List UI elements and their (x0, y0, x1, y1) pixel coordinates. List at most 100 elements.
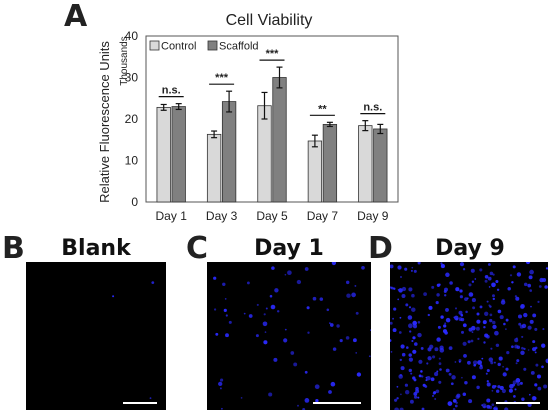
bar-scaffold (373, 128, 388, 203)
cell-nucleus (399, 407, 404, 410)
cell-nucleus (440, 262, 443, 265)
cell-nucleus (400, 344, 405, 349)
cell-nucleus (485, 372, 488, 375)
cell-nucleus (220, 378, 224, 382)
cell-nucleus (505, 328, 507, 330)
cell-nucleus (516, 359, 520, 363)
cell-nucleus (532, 340, 536, 344)
cell-nucleus (304, 398, 310, 403)
cell-nucleus (269, 294, 273, 298)
cell-nucleus (256, 303, 259, 306)
cell-nucleus (452, 399, 457, 403)
cell-nucleus (411, 293, 415, 298)
microscopy-image-day-1 (207, 262, 371, 410)
cell-nucleus (512, 265, 516, 269)
cell-nucleus (486, 382, 491, 387)
cell-nucleus (521, 323, 527, 329)
cell-nucleus (345, 280, 350, 285)
cell-nucleus (486, 368, 490, 373)
x-tick-label: Day 9 (357, 209, 389, 223)
cell-nucleus (434, 347, 439, 352)
cell-nucleus (479, 268, 483, 272)
legend-label-control: Control (161, 41, 196, 53)
cell-nucleus (240, 397, 243, 399)
cell-nucleus (479, 365, 483, 370)
cell-nucleus (512, 380, 517, 385)
cell-nucleus (355, 352, 358, 354)
cell-nucleus (471, 280, 475, 283)
cell-nucleus (408, 368, 412, 373)
cell-nucleus (415, 386, 419, 391)
cell-nucleus (462, 268, 466, 271)
cell-nucleus (541, 343, 546, 348)
cell-nucleus (532, 396, 537, 401)
cell-nucleus (537, 386, 542, 391)
cell-nucleus (326, 308, 330, 312)
cell-nucleus (401, 352, 406, 357)
cell-nucleus (527, 283, 532, 288)
microscopy-image-blank (26, 262, 166, 410)
cell-nucleus (436, 293, 440, 297)
bar-scaffold (171, 106, 186, 203)
image-title-day-9: Day 9 (435, 236, 505, 261)
cell-nucleus (532, 313, 537, 318)
cell-nucleus (454, 361, 457, 363)
scale-bar (313, 402, 361, 404)
cell-nucleus (468, 292, 474, 297)
cell-nucleus (467, 360, 471, 365)
cell-nucleus (434, 372, 439, 377)
cell-nucleus (423, 292, 427, 296)
cell-viability-chart: Cell Viability Relative Fluorescence Uni… (97, 12, 399, 223)
cell-nucleus (408, 323, 413, 329)
y-tick-label: 30 (125, 71, 139, 85)
cell-nucleus (516, 272, 522, 277)
cell-nucleus (413, 269, 417, 273)
cell-nucleus (400, 366, 405, 371)
cell-nucleus (331, 262, 337, 266)
cell-nucleus (224, 298, 227, 300)
cell-nucleus (399, 316, 402, 319)
cell-nucleus (489, 318, 493, 323)
cell-nucleus (514, 388, 517, 391)
cell-nucleus (434, 398, 437, 400)
cell-nucleus (390, 351, 393, 353)
cell-nucleus (454, 315, 459, 321)
cell-nucleus (505, 367, 509, 371)
cell-nucleus (481, 357, 484, 360)
cell-nucleus (356, 372, 362, 377)
cell-nucleus (538, 285, 542, 288)
cell-nucleus (436, 337, 441, 342)
cell-nucleus (498, 356, 503, 361)
cell-nucleus (276, 310, 280, 313)
cell-nucleus (406, 346, 409, 349)
cell-nucleus (486, 404, 491, 409)
cell-nuclei-layer (112, 281, 155, 400)
cell-nucleus (221, 407, 223, 410)
cell-nucleus (112, 295, 115, 298)
cell-nucleus (319, 297, 324, 301)
cell-nucleus (213, 308, 217, 311)
cell-nucleus (312, 296, 317, 301)
cell-nucleus (448, 372, 452, 376)
cell-nucleus (397, 288, 400, 291)
cell-nucleus (471, 298, 476, 303)
cell-nucleus (472, 306, 476, 310)
microscopy-image-day-9 (390, 262, 548, 410)
cell-nucleus (408, 306, 412, 309)
cell-nucleus (393, 307, 397, 311)
cell-nucleus (435, 389, 440, 394)
cell-nucleus (458, 359, 462, 362)
cell-nucleus (442, 329, 448, 334)
cell-nucleus (545, 267, 548, 270)
cell-nucleus (355, 311, 359, 315)
cell-nucleus (290, 351, 295, 355)
cell-nucleus (501, 388, 506, 394)
cell-nucleus (454, 307, 458, 310)
cell-nucleus (465, 310, 468, 314)
cell-nucleus (543, 384, 548, 389)
cell-nucleus (521, 335, 524, 338)
cell-nucleus (420, 375, 424, 378)
cell-nucleus (413, 378, 417, 382)
cell-nucleus (413, 395, 418, 399)
cell-nucleus (431, 285, 435, 289)
